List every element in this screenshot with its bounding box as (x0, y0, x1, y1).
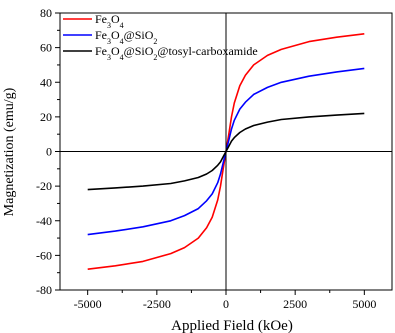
y-tick-label: -20 (36, 179, 52, 193)
x-axis-label: Applied Field (kOe) (171, 318, 293, 333)
legend-label-3: Fe3O4@SiO2@tosyl-carboxamide (95, 44, 258, 62)
legend-label-2: Fe3O4@SiO2 (95, 28, 157, 46)
y-tick-label: 20 (40, 110, 52, 124)
legend: Fe3O4Fe3O4@SiO2Fe3O4@SiO2@tosyl-carboxam… (63, 12, 258, 62)
y-axis-label: Magnetization (emu/g) (2, 87, 17, 216)
y-tick-label: 0 (46, 145, 52, 159)
x-tick-label: -2500 (143, 297, 171, 311)
y-tick-label: 60 (40, 41, 52, 55)
x-tick-label: 5000 (352, 297, 376, 311)
y-tick-label: 80 (40, 6, 52, 20)
x-tick-label: 2500 (283, 297, 307, 311)
y-tick-label: -80 (36, 283, 52, 297)
x-tick-label: -5000 (74, 297, 102, 311)
y-tick-label: -40 (36, 214, 52, 228)
ticks-group: -5000 -2500 0 2500 5000 -80 -60 -40 -20 0 20 40 60 80 (36, 6, 376, 311)
y-tick-label: 40 (40, 75, 52, 89)
x-tick-label: 0 (223, 297, 229, 311)
legend-label-1: Fe3O4 (95, 12, 124, 30)
y-tick-label: -60 (36, 248, 52, 262)
